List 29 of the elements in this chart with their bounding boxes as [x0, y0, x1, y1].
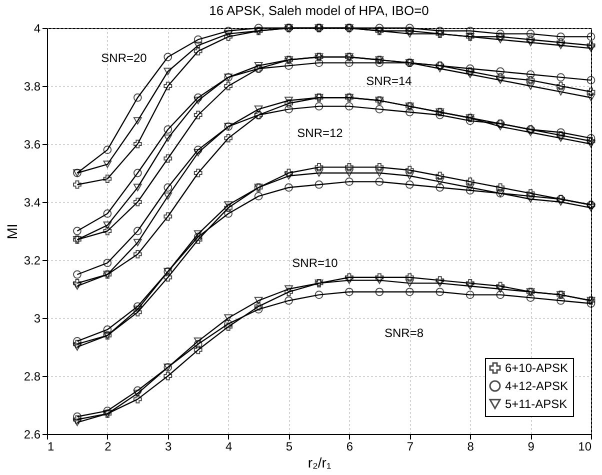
annotation: SNR=12	[297, 126, 344, 140]
y-tick-label: 3	[34, 312, 41, 326]
x-tick-label: 4	[225, 440, 232, 454]
x-axis-title: r₂/r₁	[308, 454, 332, 470]
x-tick-label: 6	[346, 440, 354, 454]
y-tick-label: 3.8	[24, 80, 41, 94]
chart-title: 16 APSK, Saleh model of HPA, IBO=0	[209, 3, 429, 18]
y-axis-title: MI	[4, 224, 20, 240]
x-tick-label: 10	[578, 440, 592, 454]
y-tick-label: 3.2	[24, 254, 41, 268]
x-tick-label: 5	[286, 440, 293, 454]
y-tick-label: 2.6	[24, 428, 41, 442]
y-tick-label: 4	[34, 22, 41, 36]
y-tick-label: 2.8	[24, 370, 41, 384]
annotation: SNR=20	[101, 51, 148, 65]
x-tick-label: 8	[467, 440, 474, 454]
legend-label: 6+10-APSK	[505, 361, 568, 375]
x-tick-label: 1	[48, 440, 54, 454]
y-tick-label: 3.6	[24, 138, 41, 152]
x-tick-label: 2	[104, 440, 112, 454]
y-tick-label: 3.4	[24, 196, 41, 210]
annotation: SNR=8	[384, 326, 424, 340]
legend-label: 4+12-APSK	[505, 379, 568, 393]
legend-label: 5+11-APSK	[505, 397, 568, 411]
x-tick-label: 9	[528, 440, 535, 454]
x-tick-label: 3	[165, 440, 172, 454]
annotation: SNR=10	[292, 256, 338, 270]
x-tick-label: 7	[406, 440, 414, 454]
annotation: SNR=14	[366, 74, 412, 88]
